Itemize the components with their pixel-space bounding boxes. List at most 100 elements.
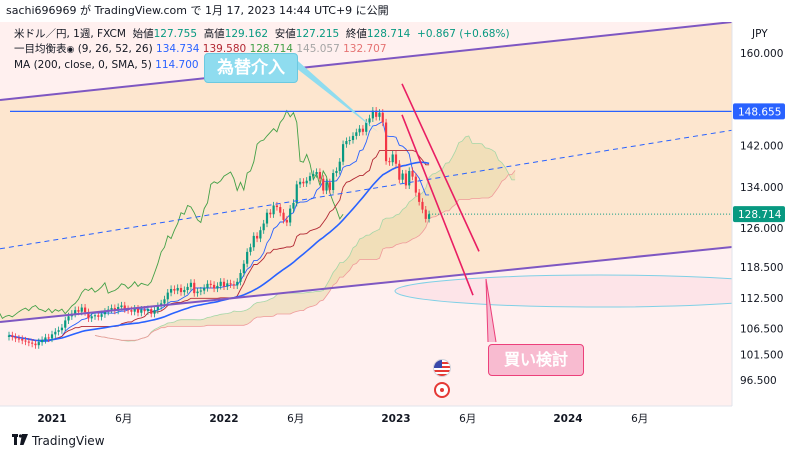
candlestick-series bbox=[7, 107, 431, 349]
legend-symbol[interactable]: 米ドル／円, 1週, FXCM bbox=[14, 28, 126, 40]
candle-body bbox=[315, 171, 318, 175]
candle-body bbox=[239, 273, 242, 282]
candle-body bbox=[236, 281, 239, 286]
candle bbox=[156, 302, 159, 314]
time-axis[interactable]: 2021 6月 2022 6月 2023 6月 2024 6月 bbox=[37, 413, 648, 425]
candle-body bbox=[398, 163, 401, 180]
y-tick-label: 134.000 bbox=[740, 182, 783, 194]
resistance-price-label: 148.655 bbox=[738, 106, 781, 118]
candle bbox=[401, 169, 404, 184]
candle-body bbox=[130, 310, 133, 312]
candle-body bbox=[140, 309, 143, 313]
x-tick-label: 2023 bbox=[381, 413, 410, 425]
us-flag-icon[interactable] bbox=[433, 359, 451, 377]
candle-body bbox=[54, 331, 57, 335]
resistance-price-badge: 148.655 bbox=[733, 103, 785, 120]
candle bbox=[189, 279, 193, 291]
candle-body bbox=[332, 173, 335, 191]
candle bbox=[388, 157, 391, 166]
chart-legend: 米ドル／円, 1週, FXCM 始値127.755 高値129.162 安値12… bbox=[14, 27, 510, 73]
candle bbox=[64, 316, 67, 332]
candle bbox=[411, 167, 414, 181]
candle-body bbox=[272, 205, 275, 215]
candle bbox=[54, 328, 57, 338]
candle bbox=[335, 167, 338, 177]
current-badge-bg bbox=[733, 206, 785, 223]
channel-lower-line bbox=[0, 246, 732, 323]
legend-high-label: 高値 bbox=[203, 28, 225, 40]
candle bbox=[427, 210, 431, 223]
candle-body bbox=[163, 299, 166, 304]
candle bbox=[345, 137, 348, 148]
senkou-span-a bbox=[94, 135, 516, 342]
eye-icon[interactable]: ◉ bbox=[66, 45, 75, 55]
candle-body bbox=[199, 290, 202, 292]
candle bbox=[196, 287, 199, 297]
candle-body bbox=[203, 287, 206, 291]
price-axis[interactable]: 96.500 101.500 106.500 112.500 118.500 126.00… bbox=[733, 48, 785, 387]
footer-brand[interactable]: TradingView bbox=[0, 430, 800, 453]
candle-body bbox=[47, 337, 50, 339]
candle bbox=[391, 150, 394, 166]
kijun-sen bbox=[8, 149, 430, 341]
candle bbox=[279, 203, 282, 217]
candle-body bbox=[295, 184, 298, 203]
candle bbox=[348, 136, 351, 145]
candle-body bbox=[150, 309, 153, 314]
intervention-pointer bbox=[290, 54, 378, 132]
candle bbox=[11, 331, 14, 341]
legend-ichimoku-name[interactable]: 一目均衡表 bbox=[14, 43, 67, 55]
legend-close-label: 終値 bbox=[345, 28, 367, 40]
candle-body bbox=[338, 161, 341, 171]
current-price-label: 128.714 bbox=[738, 209, 782, 221]
candle-body bbox=[189, 282, 193, 287]
candle-body bbox=[378, 112, 381, 117]
candle bbox=[169, 285, 173, 297]
candle-body bbox=[427, 214, 431, 219]
candle bbox=[183, 286, 186, 296]
candle-body bbox=[93, 315, 97, 317]
candle-body bbox=[269, 212, 272, 215]
candle bbox=[50, 330, 54, 343]
candle bbox=[285, 216, 288, 227]
candle bbox=[34, 340, 37, 349]
wedge-lower-line bbox=[401, 114, 474, 296]
candle bbox=[398, 160, 401, 184]
candle-body bbox=[381, 112, 384, 123]
price-chart[interactable]: 96.500 101.500 106.500 112.500 118.500 126.00… bbox=[0, 22, 800, 430]
candle bbox=[47, 333, 50, 343]
candle-body bbox=[133, 308, 136, 312]
candle-body bbox=[292, 202, 295, 209]
legend-ma-name[interactable]: MA (200, close, 0, SMA, 5) bbox=[14, 59, 152, 71]
candle bbox=[110, 304, 113, 314]
candle-body bbox=[222, 281, 226, 287]
candle-body bbox=[83, 307, 87, 313]
channel-upper-line bbox=[0, 22, 732, 101]
candle bbox=[242, 260, 245, 277]
y-tick-label: 96.500 bbox=[740, 375, 777, 387]
x-tick-label: 6月 bbox=[115, 413, 132, 425]
candle-body bbox=[312, 174, 315, 177]
x-tick-label: 2021 bbox=[37, 413, 66, 425]
x-tick-label: 6月 bbox=[287, 413, 304, 425]
chart-area[interactable]: 96.500 101.500 106.500 112.500 118.500 126.00… bbox=[0, 22, 800, 430]
candle-body bbox=[408, 170, 411, 186]
candle-body bbox=[285, 219, 288, 223]
publish-header: sachi696969 が TradingView.com で 1月 17, 2… bbox=[6, 4, 389, 17]
candle-body bbox=[361, 128, 365, 132]
candle bbox=[103, 308, 107, 318]
candle-body bbox=[14, 336, 17, 339]
current-price-badge: 128.714 bbox=[733, 206, 785, 223]
candle-body bbox=[87, 312, 90, 319]
event-marker-icon[interactable] bbox=[434, 382, 450, 398]
candle-body bbox=[100, 314, 103, 317]
legend-high-value: 129.162 bbox=[224, 28, 269, 40]
buy-pointer bbox=[485, 278, 497, 343]
candle bbox=[265, 209, 269, 228]
legend-ichimoku-v5: 132.707 bbox=[343, 43, 387, 55]
candle-body bbox=[318, 171, 322, 179]
legend-ma-value: 114.700 bbox=[155, 59, 199, 71]
candle bbox=[222, 278, 226, 291]
candle bbox=[325, 178, 328, 195]
candle bbox=[21, 335, 24, 345]
